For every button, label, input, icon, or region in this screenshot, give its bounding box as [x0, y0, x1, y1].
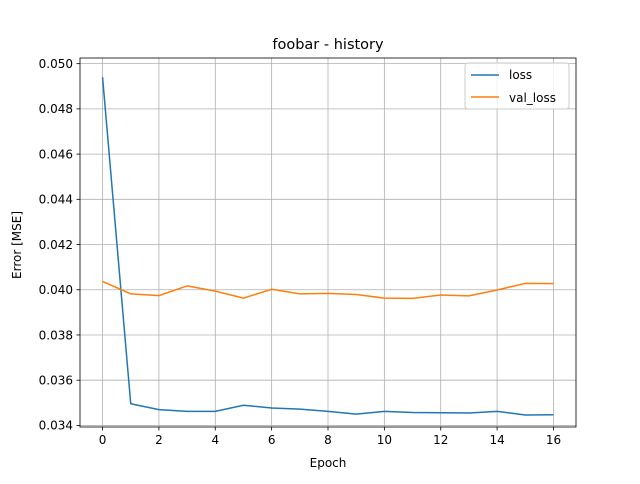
y-tick-label: 0.048 [39, 102, 73, 116]
legend-label-loss: loss [509, 68, 532, 82]
x-tick-label: 0 [99, 433, 107, 447]
x-axis-ticks: 0 2 4 6 8 10 12 14 16 [99, 427, 561, 447]
y-axis-ticks: 0.034 0.036 0.038 0.040 0.042 0.044 0.046 0.048… [39, 57, 80, 433]
series-lines [101, 77, 554, 416]
y-tick-label: 0.042 [39, 238, 73, 252]
series-line-loss [101, 77, 554, 416]
x-tick-label: 12 [433, 433, 448, 447]
x-axis-label: Epoch [310, 456, 347, 470]
x-tick-label: 4 [211, 433, 219, 447]
legend: loss val_loss [464, 62, 570, 110]
y-tick-label: 0.034 [39, 419, 73, 433]
y-tick-label: 0.046 [39, 147, 73, 161]
series-line-val-loss [102, 280, 554, 300]
chart-title: foobar - history [272, 37, 384, 53]
x-tick-label: 8 [324, 433, 332, 447]
x-tick-label: 16 [546, 433, 561, 447]
legend-label-val-loss: val_loss [509, 91, 556, 105]
y-tick-label: 0.038 [39, 328, 73, 342]
y-axis-label: Error [MSE] [10, 211, 24, 279]
y-tick-label: 0.040 [39, 283, 73, 297]
x-tick-label: 2 [155, 433, 163, 447]
y-tick-label: 0.044 [39, 193, 73, 207]
x-tick-label: 6 [268, 433, 276, 447]
grid [80, 58, 576, 427]
x-tick-label: 10 [377, 433, 392, 447]
y-tick-label: 0.036 [39, 373, 73, 387]
x-tick-label: 14 [489, 433, 504, 447]
y-tick-label: 0.050 [39, 57, 73, 71]
